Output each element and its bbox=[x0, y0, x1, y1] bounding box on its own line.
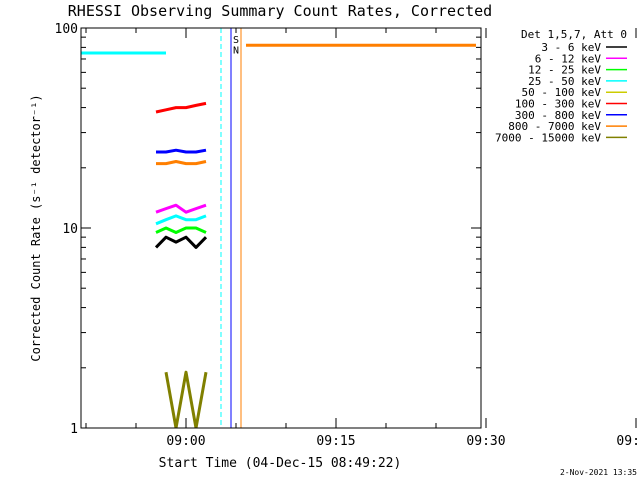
series-line-1-0 bbox=[155, 203, 207, 214]
x-tick-label: 09:30 bbox=[466, 434, 505, 449]
legend-label-8: 7000 - 15000 keV bbox=[495, 131, 601, 144]
series-line-7-0 bbox=[156, 160, 207, 166]
series-line-0-0 bbox=[154, 235, 208, 249]
legend-label-7: 800 - 7000 keV bbox=[508, 120, 601, 133]
series-line-3-0 bbox=[155, 214, 207, 226]
timestamp: 2-Nov-2021 13:35 bbox=[560, 468, 637, 477]
legend-header: Det 1,5,7, Att 0 bbox=[521, 28, 627, 41]
x-tick-label: 09:45 bbox=[616, 434, 640, 449]
y-tick-label: 100 bbox=[55, 22, 78, 37]
y-tick-label: 10 bbox=[62, 222, 78, 237]
y-tick-label: 1 bbox=[70, 422, 78, 437]
marker-label-1: N bbox=[233, 46, 239, 57]
legend-label-2: 12 - 25 keV bbox=[528, 64, 601, 77]
x-tick-label: 09:15 bbox=[316, 434, 355, 449]
legend-label-6: 300 - 800 keV bbox=[515, 109, 601, 122]
chart-title: RHESSI Observing Summary Count Rates, Co… bbox=[68, 2, 492, 20]
series-line-8-0 bbox=[164, 370, 208, 428]
series-line-2-0 bbox=[155, 226, 207, 234]
marker-label-0: S bbox=[233, 35, 239, 46]
x-tick-label: 09:00 bbox=[166, 434, 205, 449]
legend-label-4: 50 - 100 keV bbox=[522, 86, 602, 99]
series-line-5-0 bbox=[155, 101, 207, 114]
series-line-6-0 bbox=[156, 148, 207, 154]
legend-label-1: 6 - 12 keV bbox=[535, 52, 602, 65]
legend-label-0: 3 - 6 keV bbox=[541, 41, 601, 54]
x-axis-label: Start Time (04-Dec-15 08:49:22) bbox=[159, 456, 402, 471]
overlay-layer: FSN bbox=[81, 28, 481, 428]
y-axis-label: Corrected Count Rate (s⁻¹ detector⁻¹) bbox=[29, 94, 43, 361]
series-layer bbox=[154, 101, 208, 428]
legend-label-5: 100 - 300 keV bbox=[515, 98, 601, 111]
legend-label-3: 25 - 50 keV bbox=[528, 75, 601, 88]
